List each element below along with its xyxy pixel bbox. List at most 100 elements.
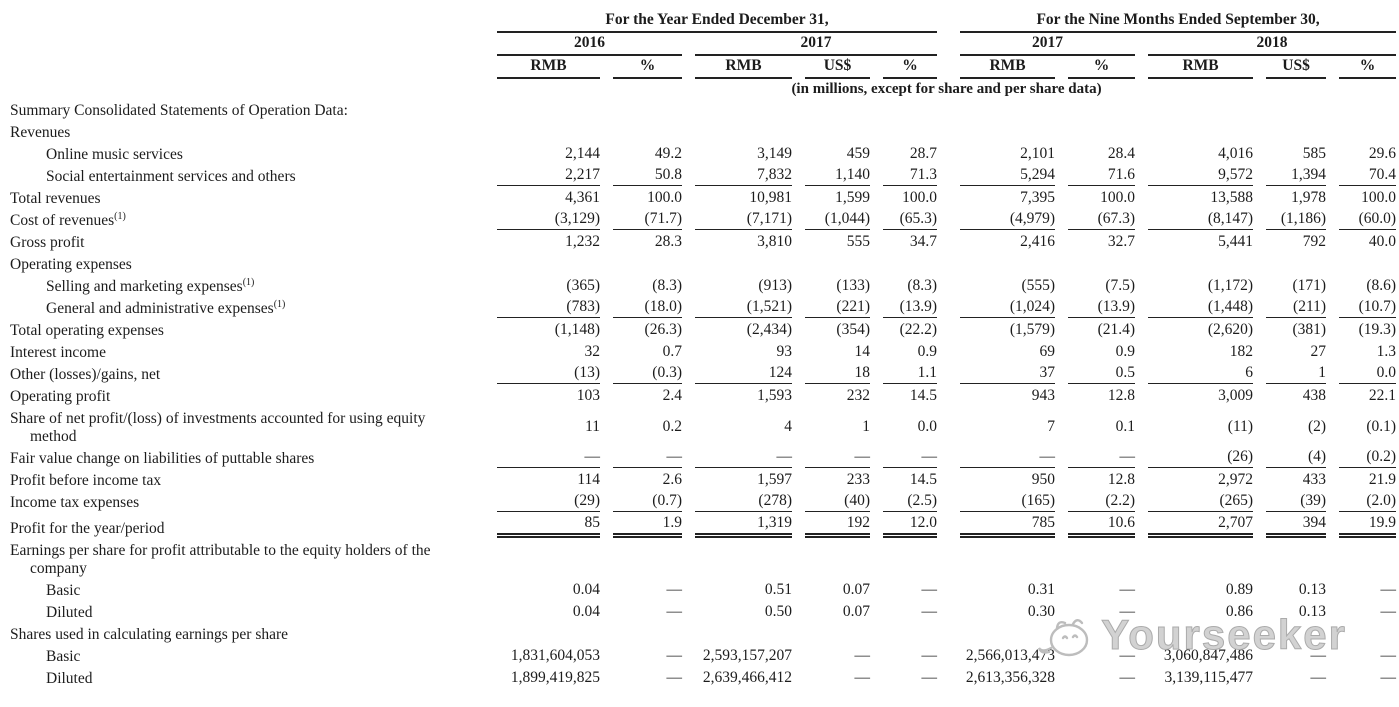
cell-value: 9,572 <box>1148 164 1254 186</box>
year-header-row: 2016 2017 2017 2018 <box>0 33 1399 56</box>
row-label: Profit for the year/period <box>0 512 487 538</box>
cell: (65.3) <box>873 208 940 230</box>
cell-value: (913) <box>758 277 792 294</box>
cell-value: (0.1) <box>1366 417 1397 435</box>
row-label-text: Cost of revenues <box>10 212 115 229</box>
cell: (2.0) <box>1329 490 1399 512</box>
cell <box>1138 98 1256 120</box>
cell-value: 100.0 <box>1361 189 1397 206</box>
cell: 2,593,157,207 <box>685 644 795 666</box>
cell-value: — <box>854 669 871 686</box>
cell-value: — <box>1119 603 1136 620</box>
cell-value: — <box>1119 647 1136 664</box>
cell-value: 100.0 <box>902 189 938 206</box>
cell-value: 0.86 <box>1225 603 1254 620</box>
cell: 192 <box>795 512 873 538</box>
cell-value: 4,361 <box>565 189 600 206</box>
cell: (354) <box>795 318 873 340</box>
cell-value: 0.50 <box>764 603 792 620</box>
cell-value: 0.30 <box>1027 603 1056 620</box>
cell: (165) <box>940 490 1058 512</box>
cell: 1,597 <box>685 468 795 490</box>
cell: — <box>1329 600 1399 622</box>
row-label: Fair value change on liabilities of putt… <box>0 446 487 468</box>
unit-header: % <box>873 56 940 79</box>
row-label-text: Interest income <box>10 344 106 361</box>
row-label-text: Income tax expenses <box>10 494 140 511</box>
cell: — <box>1058 644 1138 666</box>
cell-value: (1,024) <box>960 296 1056 318</box>
cell-value: (4) <box>1266 446 1327 468</box>
row-label-text: method <box>30 428 77 445</box>
cell-value: 0.5 <box>1068 362 1136 384</box>
cell <box>1058 538 1138 578</box>
row-label: Total operating expenses <box>0 318 487 340</box>
cell <box>1058 622 1138 644</box>
table-row: Diluted 0.04 — 0.50 0.07 — 0.30 — 0.86 0.13 — <box>0 600 1399 622</box>
table-row: Profit for the year/period 85 1.9 1,319 192 1… <box>0 512 1399 538</box>
table-body: Summary Consolidated Statements of Opera… <box>0 98 1399 688</box>
cell <box>873 622 940 644</box>
cell-value: (40) <box>805 490 870 512</box>
unit-header: US$ <box>795 56 873 79</box>
cell: 0.13 <box>1256 600 1329 622</box>
cell-value: (278) <box>695 490 792 512</box>
cell: 100.0 <box>1058 186 1138 208</box>
row-label: Basic <box>0 644 487 666</box>
cell: (8.3) <box>603 274 685 296</box>
cell-value: 0.7 <box>662 343 682 360</box>
cell-value: (4,979) <box>960 208 1056 230</box>
row-label: Operating profit <box>0 384 487 406</box>
cell: (2,620) <box>1138 318 1256 340</box>
cell: — <box>603 578 685 600</box>
cell-value: 2,144 <box>565 145 600 162</box>
cell: (3,129) <box>487 208 603 230</box>
row-label: Operating expenses <box>0 252 487 274</box>
cell: 233 <box>795 468 873 490</box>
row-label: Cost of revenues(1) <box>0 208 487 230</box>
cell: — <box>873 578 940 600</box>
cell: (0.2) <box>1329 446 1399 468</box>
unit-header: % <box>1329 56 1399 79</box>
cell-value: 10.6 <box>1068 512 1136 538</box>
cell <box>795 120 873 142</box>
cell-value: 19.9 <box>1339 512 1397 538</box>
cell: 0.1 <box>1058 406 1138 446</box>
cell: 93 <box>685 340 795 362</box>
row-label: Social entertainment services and others <box>0 164 487 186</box>
cell-value: 4,016 <box>1218 145 1254 162</box>
row-label: Selling and marketing expenses(1) <box>0 274 487 296</box>
cell-value: — <box>921 669 938 686</box>
cell: 182 <box>1138 340 1256 362</box>
cell-value: 22.1 <box>1368 387 1397 404</box>
row-label-text: Other (losses)/gains, net <box>10 366 161 383</box>
cell: 0.04 <box>487 600 603 622</box>
cell: 0.13 <box>1256 578 1329 600</box>
cell: 11 <box>487 406 603 446</box>
year-label: 2017 <box>695 33 938 56</box>
cell-value: 2.4 <box>662 387 682 404</box>
table-row: Basic 1,831,604,053 — 2,593,157,207 — — 2,566,… <box>0 644 1399 666</box>
cell-value: 34.7 <box>909 233 938 250</box>
row-label: Diluted <box>0 666 487 688</box>
cell-value: 0.2 <box>662 417 682 435</box>
cell: (278) <box>685 490 795 512</box>
row-label-text: Basic <box>46 648 81 665</box>
cell-value: 3,060,847,486 <box>1163 647 1254 664</box>
cell-value: 2,416 <box>1020 233 1056 250</box>
cell-value: (13) <box>497 362 600 384</box>
cell <box>873 538 940 578</box>
cell: 4 <box>685 406 795 446</box>
cell: 13,588 <box>1138 186 1256 208</box>
cell: — <box>873 644 940 666</box>
cell-value: — <box>1119 669 1136 686</box>
cell: 2,101 <box>940 142 1058 164</box>
row-label-text: Earnings per share for profit attributab… <box>10 542 431 559</box>
cell-value: — <box>1310 647 1327 664</box>
table-row: General and administrative expenses(1) (7… <box>0 296 1399 318</box>
cell: (8,147) <box>1138 208 1256 230</box>
cell-value: 459 <box>846 145 870 162</box>
cell: (1,521) <box>685 296 795 318</box>
cell <box>685 622 795 644</box>
cell-value: 792 <box>1302 233 1327 250</box>
